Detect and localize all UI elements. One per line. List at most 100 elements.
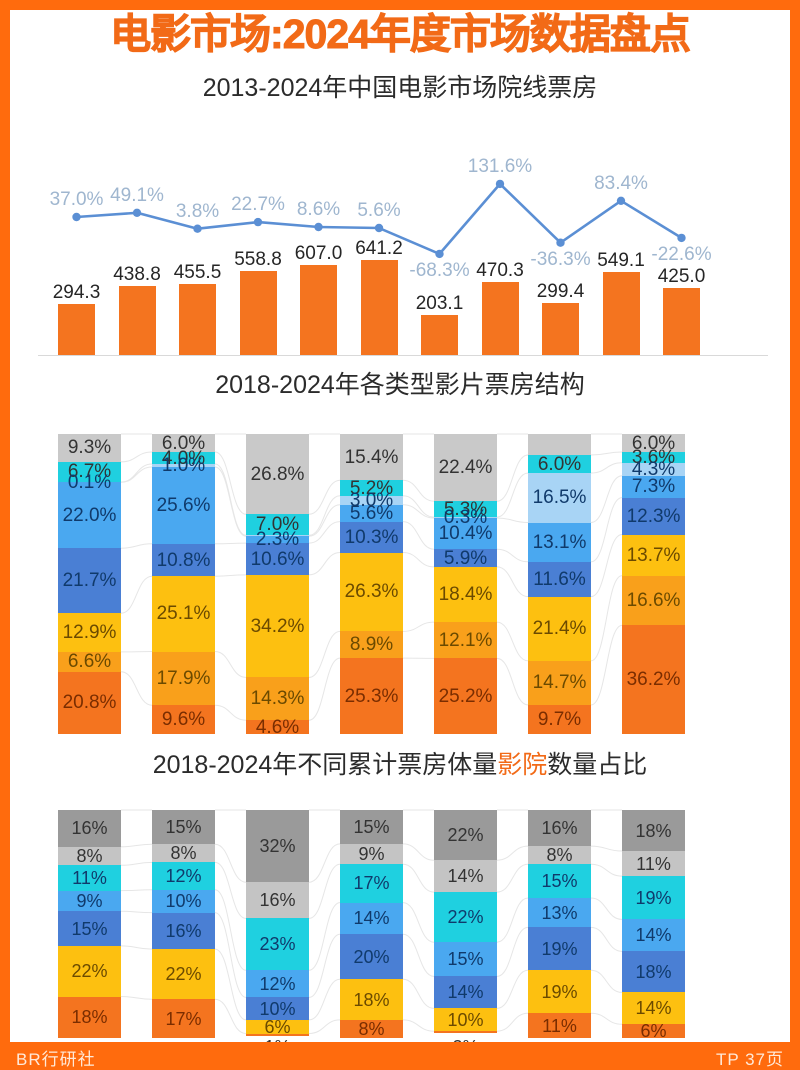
stack-segment: 10.8% bbox=[152, 544, 215, 576]
chart1-growth-label: -36.3% bbox=[525, 249, 597, 271]
stack-segment: 22.4% bbox=[434, 434, 497, 501]
stack-segment: 6.0% bbox=[528, 455, 591, 473]
stack-segment-label: 22% bbox=[165, 965, 201, 983]
infographic-page: 电影市场:2024年度市场数据盘点 2013-2024年中国电影市场院线票房 2… bbox=[10, 10, 790, 1042]
stack-segment-label: 6.0% bbox=[538, 455, 581, 474]
stack-segment: 19% bbox=[528, 927, 591, 970]
stack-segment-label: 18% bbox=[635, 822, 671, 840]
stack-segment: 25.2% bbox=[434, 658, 497, 734]
stack-segment-label: 9.6% bbox=[162, 710, 205, 729]
stack-segment-label: 6.6% bbox=[68, 652, 111, 671]
chart-cinema-share: 16%8%11%9%15%22%18%15%8%12%10%16%22%17%3… bbox=[10, 792, 790, 1042]
stack-segment-label: 18.4% bbox=[439, 585, 493, 604]
footer-brand: BR行研社 bbox=[16, 1045, 96, 1070]
stack-segment-label: 18% bbox=[71, 1008, 107, 1026]
stacked-bar: 22.4%5.3%0.3%10.4%5.9%18.4%12.1%25.2% bbox=[434, 434, 497, 734]
stack-segment: 9.3% bbox=[58, 434, 121, 462]
stack-segment: 14% bbox=[622, 919, 685, 951]
stack-segment-label: 12% bbox=[259, 975, 295, 993]
stack-segment bbox=[528, 434, 591, 455]
stack-segment-label: 5.9% bbox=[444, 549, 487, 568]
stack-segment: 26.8% bbox=[246, 434, 309, 514]
stack-segment: 15% bbox=[340, 810, 403, 844]
stack-segment: 4.3% bbox=[622, 463, 685, 476]
stacked-bar: 6.0%16.5%13.1%11.6%21.4%14.7%9.7% bbox=[528, 434, 591, 734]
chart1-growth-label: 131.6% bbox=[464, 156, 536, 178]
chart1-growth-label: -22.6% bbox=[646, 244, 718, 266]
stacked-bar: 22%14%22%15%14%10%2% bbox=[434, 810, 497, 1038]
chart1-bar-label: 607.0 bbox=[284, 243, 354, 265]
stack-segment: 9.7% bbox=[528, 705, 591, 734]
stack-segment: 32% bbox=[246, 810, 309, 882]
section-title-bookings: 2013-2024年中国电影市场院线票房 bbox=[10, 68, 790, 104]
chart1-growth-label: 83.4% bbox=[585, 173, 657, 195]
stack-segment-label: 9.3% bbox=[68, 438, 111, 457]
stack-segment-label: 16.5% bbox=[533, 488, 587, 507]
stack-segment-label: 26.3% bbox=[345, 582, 399, 601]
stack-segment: 6% bbox=[246, 1020, 309, 1034]
stack-segment-label: 17% bbox=[165, 1010, 201, 1028]
stack-segment: 17% bbox=[152, 999, 215, 1038]
stack-segment-label: 14% bbox=[447, 867, 483, 885]
stack-segment-label: 11% bbox=[542, 1017, 577, 1035]
stack-segment: 8% bbox=[528, 846, 591, 864]
stack-segment: 14% bbox=[340, 903, 403, 935]
chart1-bar-label: 203.1 bbox=[405, 293, 475, 315]
stacked-bar: 26.8%7.0%2.3%10.6%34.2%14.3%4.6% bbox=[246, 434, 309, 734]
stack-segment: 8.9% bbox=[340, 631, 403, 658]
stack-segment: 2% bbox=[434, 1033, 497, 1038]
stack-segment-label: 12% bbox=[165, 867, 201, 885]
stack-segment-label: 9% bbox=[76, 892, 102, 910]
stack-segment: 11.6% bbox=[528, 562, 591, 597]
stack-segment-label: 22% bbox=[71, 962, 107, 980]
stack-segment-label: 25.2% bbox=[439, 687, 493, 706]
stack-segment-label: 16% bbox=[165, 922, 201, 940]
stack-segment: 5.9% bbox=[434, 549, 497, 567]
chart1-bar-label: 299.4 bbox=[526, 281, 596, 303]
stack-segment-label: 21.7% bbox=[63, 571, 117, 590]
stack-segment: 17.9% bbox=[152, 652, 215, 706]
stack-segment: 5.6% bbox=[340, 505, 403, 522]
chart1-bar bbox=[603, 272, 640, 355]
stack-segment-label: 23% bbox=[259, 935, 295, 953]
chart1-bar bbox=[542, 303, 579, 355]
stack-segment-label: 2.3% bbox=[256, 530, 299, 549]
chart1-bar-label: 558.8 bbox=[223, 249, 293, 271]
stack-segment-label: 16% bbox=[541, 819, 577, 837]
stack-segment-label: 25.1% bbox=[157, 604, 211, 623]
stack-segment-label: 0.1% bbox=[68, 473, 111, 492]
stack-segment: 12.1% bbox=[434, 622, 497, 658]
stack-segment: 22% bbox=[434, 810, 497, 860]
stack-segment: 10.3% bbox=[340, 522, 403, 553]
chart1-growth-label: 5.6% bbox=[343, 200, 415, 222]
stacked-bar: 18%11%19%14%18%14%6% bbox=[622, 810, 685, 1038]
stacked-bar: 6.0%3.6%4.3%7.3%12.3%13.7%16.6%36.2% bbox=[622, 434, 685, 734]
stack-segment-label: 6% bbox=[264, 1018, 290, 1036]
stack-segment-label: 10% bbox=[259, 1000, 295, 1018]
stack-segment: 13.7% bbox=[622, 535, 685, 576]
stack-segment: 21.4% bbox=[528, 597, 591, 661]
title3-part-a: 2018-2024年不同累计票房体量 bbox=[153, 751, 498, 779]
stack-segment: 15% bbox=[152, 810, 215, 844]
chart1-bar bbox=[663, 288, 700, 355]
stack-segment-label: 12.3% bbox=[627, 507, 681, 526]
stack-segment-label: 32% bbox=[259, 837, 295, 855]
chart1-bar bbox=[58, 304, 95, 355]
stack-segment-label: 11% bbox=[72, 869, 107, 887]
stack-segment: 6.6% bbox=[58, 652, 121, 672]
stack-segment-label: 22% bbox=[447, 826, 483, 844]
stack-segment-label: 16% bbox=[259, 891, 295, 909]
stack-segment-label: 2% bbox=[452, 1038, 478, 1042]
stack-segment: 10% bbox=[152, 890, 215, 913]
stack-segment: 14% bbox=[434, 860, 497, 892]
stack-segment: 12% bbox=[152, 862, 215, 889]
chart1-bar-label: 438.8 bbox=[102, 264, 172, 286]
stack-segment: 15.4% bbox=[340, 434, 403, 480]
stack-segment: 1% bbox=[246, 1036, 309, 1038]
stack-segment-label: 14% bbox=[635, 999, 671, 1017]
stack-segment: 9% bbox=[58, 891, 121, 912]
stack-segment-label: 16.6% bbox=[627, 591, 681, 610]
stack-segment: 18.4% bbox=[434, 567, 497, 622]
stack-segment: 10% bbox=[434, 1008, 497, 1031]
stack-segment: 19% bbox=[528, 970, 591, 1013]
